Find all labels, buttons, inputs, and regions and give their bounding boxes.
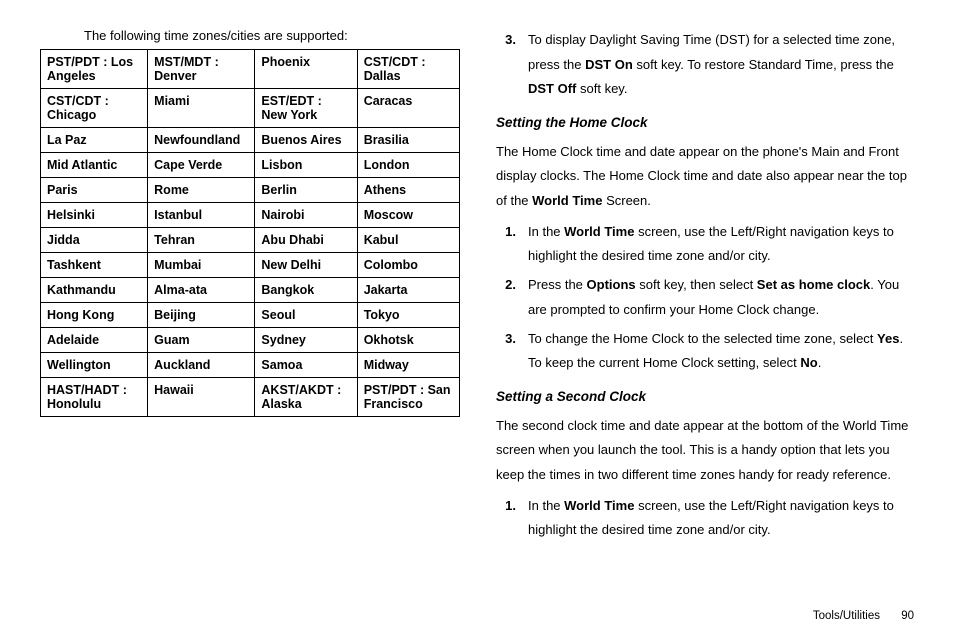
- second-step-1: 1. In the World Time screen, use the Lef…: [496, 494, 914, 543]
- table-cell: Phoenix: [255, 50, 357, 89]
- table-cell: MST/MDT : Denver: [148, 50, 255, 89]
- table-cell: Sydney: [255, 328, 357, 353]
- table-cell: Helsinki: [41, 203, 148, 228]
- table-cell: Jidda: [41, 228, 148, 253]
- table-cell: AKST/AKDT : Alaska: [255, 378, 357, 417]
- table-cell: Nairobi: [255, 203, 357, 228]
- table-cell: CST/CDT : Chicago: [41, 89, 148, 128]
- table-cell: Alma-ata: [148, 278, 255, 303]
- table-cell: Okhotsk: [357, 328, 459, 353]
- table-cell: Tokyo: [357, 303, 459, 328]
- table-row: Hong KongBeijingSeoulTokyo: [41, 303, 460, 328]
- table-cell: Hawaii: [148, 378, 255, 417]
- table-cell: Istanbul: [148, 203, 255, 228]
- table-cell: Mid Atlantic: [41, 153, 148, 178]
- table-row: Mid AtlanticCape VerdeLisbonLondon: [41, 153, 460, 178]
- table-cell: Auckland: [148, 353, 255, 378]
- intro-text: The following time zones/cities are supp…: [84, 28, 460, 43]
- step-body: To display Daylight Saving Time (DST) fo…: [528, 28, 914, 102]
- table-cell: Brasilia: [357, 128, 459, 153]
- home-intro: The Home Clock time and date appear on t…: [496, 140, 914, 214]
- table-cell: Kabul: [357, 228, 459, 253]
- table-row: AdelaideGuamSydneyOkhotsk: [41, 328, 460, 353]
- table-row: TashkentMumbaiNew DelhiColombo: [41, 253, 460, 278]
- table-cell: Athens: [357, 178, 459, 203]
- table-cell: Adelaide: [41, 328, 148, 353]
- table-row: CST/CDT : ChicagoMiamiEST/EDT : New York…: [41, 89, 460, 128]
- table-cell: Lisbon: [255, 153, 357, 178]
- table-cell: HAST/HADT : Honolulu: [41, 378, 148, 417]
- step-number: 3.: [496, 28, 528, 102]
- table-cell: Newfoundland: [148, 128, 255, 153]
- table-cell: Seoul: [255, 303, 357, 328]
- second-steps: 1. In the World Time screen, use the Lef…: [496, 494, 914, 543]
- table-cell: Rome: [148, 178, 255, 203]
- table-cell: Moscow: [357, 203, 459, 228]
- table-cell: Samoa: [255, 353, 357, 378]
- heading-second-clock: Setting a Second Clock: [496, 384, 914, 410]
- table-cell: Berlin: [255, 178, 357, 203]
- table-cell: Beijing: [148, 303, 255, 328]
- table-cell: CST/CDT : Dallas: [357, 50, 459, 89]
- table-row: PST/PDT : Los AngelesMST/MDT : DenverPho…: [41, 50, 460, 89]
- home-step-1: 1. In the World Time screen, use the Lef…: [496, 220, 914, 269]
- table-cell: Abu Dhabi: [255, 228, 357, 253]
- table-cell: New Delhi: [255, 253, 357, 278]
- table-row: HAST/HADT : HonoluluHawaiiAKST/AKDT : Al…: [41, 378, 460, 417]
- table-cell: Guam: [148, 328, 255, 353]
- table-cell: Paris: [41, 178, 148, 203]
- table-row: JiddaTehranAbu DhabiKabul: [41, 228, 460, 253]
- table-cell: Jakarta: [357, 278, 459, 303]
- table-row: WellingtonAucklandSamoaMidway: [41, 353, 460, 378]
- table-cell: Tashkent: [41, 253, 148, 278]
- table-row: HelsinkiIstanbulNairobiMoscow: [41, 203, 460, 228]
- table-cell: London: [357, 153, 459, 178]
- table-cell: Cape Verde: [148, 153, 255, 178]
- table-cell: Wellington: [41, 353, 148, 378]
- table-row: KathmanduAlma-ataBangkokJakarta: [41, 278, 460, 303]
- home-step-3: 3. To change the Home Clock to the selec…: [496, 327, 914, 376]
- table-cell: Midway: [357, 353, 459, 378]
- home-steps: 1. In the World Time screen, use the Lef…: [496, 220, 914, 376]
- table-cell: La Paz: [41, 128, 148, 153]
- table-cell: Bangkok: [255, 278, 357, 303]
- table-cell: Hong Kong: [41, 303, 148, 328]
- table-cell: Mumbai: [148, 253, 255, 278]
- table-row: La PazNewfoundlandBuenos AiresBrasilia: [41, 128, 460, 153]
- table-cell: Tehran: [148, 228, 255, 253]
- table-cell: PST/PDT : Los Angeles: [41, 50, 148, 89]
- table-cell: Buenos Aires: [255, 128, 357, 153]
- page-number: 90: [901, 610, 914, 622]
- table-row: ParisRomeBerlinAthens: [41, 178, 460, 203]
- table-cell: EST/EDT : New York: [255, 89, 357, 128]
- heading-home-clock: Setting the Home Clock: [496, 110, 914, 136]
- footer-section: Tools/Utilities: [813, 610, 880, 622]
- dst-step-3: 3. To display Daylight Saving Time (DST)…: [496, 28, 914, 102]
- page-footer: Tools/Utilities 90: [813, 610, 914, 622]
- table-cell: Kathmandu: [41, 278, 148, 303]
- table-cell: Miami: [148, 89, 255, 128]
- timezones-table: PST/PDT : Los AngelesMST/MDT : DenverPho…: [40, 49, 460, 417]
- home-step-2: 2. Press the Options soft key, then sele…: [496, 273, 914, 322]
- table-cell: PST/PDT : San Francisco: [357, 378, 459, 417]
- table-cell: Caracas: [357, 89, 459, 128]
- table-cell: Colombo: [357, 253, 459, 278]
- second-intro: The second clock time and date appear at…: [496, 414, 914, 488]
